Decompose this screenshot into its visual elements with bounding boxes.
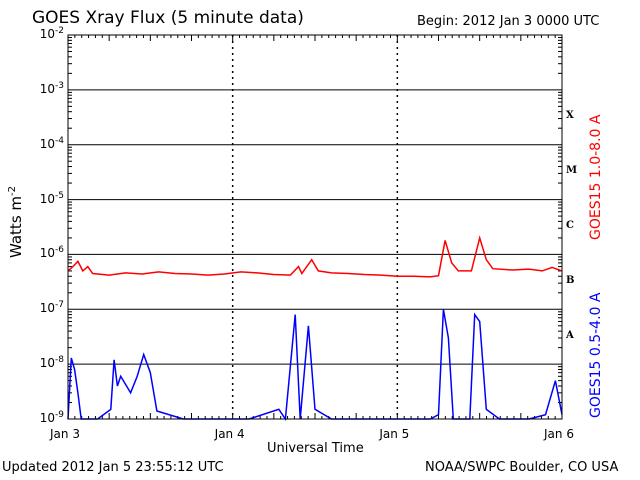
y-tick-label: 10-7: [39, 300, 64, 316]
x-tick-label: Jan 5: [379, 427, 410, 441]
begin-time-label: Begin: 2012 Jan 3 0000 UTC: [417, 14, 600, 29]
y-tick-label: 10-8: [39, 355, 64, 371]
legend-long-channel: GOES15 1.0-8.0 A: [588, 114, 604, 240]
series-line-short-channel: [67, 309, 563, 422]
y-tick-label: 10-4: [39, 135, 64, 151]
x-tick-label: Jan 6: [544, 427, 574, 441]
chart-title: GOES Xray Flux (5 minute data): [32, 8, 304, 28]
x-tick-label: Jan 4: [214, 427, 245, 441]
updated-timestamp: Updated 2012 Jan 5 23:55:12 UTC: [2, 460, 224, 475]
plot-frame: [67, 34, 563, 420]
flare-class-label: B: [566, 274, 575, 286]
flare-class-label: C: [566, 220, 574, 231]
flare-class-label: A: [566, 329, 574, 341]
y-tick-label: 10-9: [39, 410, 64, 425]
series-line-long-channel: [67, 235, 563, 278]
x-axis-title: Universal Time: [267, 441, 364, 456]
series-layer: [67, 235, 563, 422]
legend-short-channel: GOES15 0.5-4.0 A: [588, 292, 604, 418]
y-tick-label: 10-6: [39, 245, 64, 261]
y-tick-label: 10-3: [39, 80, 64, 96]
flare-class-label: M: [566, 165, 578, 177]
x-tick-label: Jan 3: [50, 427, 80, 441]
credit-label: NOAA/SWPC Boulder, CO USA: [425, 460, 619, 475]
flare-class-label: X: [566, 110, 574, 122]
y-tick-label: 10-5: [39, 190, 64, 206]
y-tick-label: 10-2: [39, 26, 64, 41]
